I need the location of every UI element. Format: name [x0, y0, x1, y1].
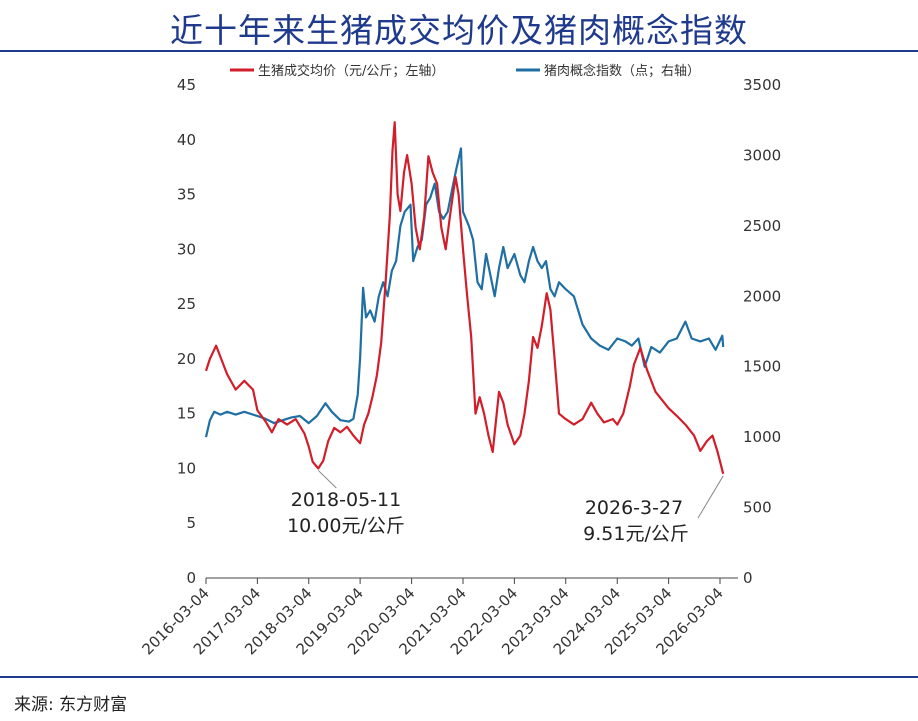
chart-legend: 生猪成交均价（元/公斤；左轴） 猪肉概念指数（点；右轴）	[230, 63, 700, 79]
y-left-tick-label: 5	[186, 514, 196, 532]
annotation-date-2026: 2026-3-27	[585, 497, 683, 519]
chart-lines	[204, 121, 725, 475]
y-left-tick-label: 15	[177, 405, 196, 423]
series-line-price	[204, 121, 725, 475]
chart-axes: 0 5 10 15 20 25 30 35 40 45 0 500 1000 1500 2000 2500 30…	[138, 76, 781, 658]
footer-divider	[0, 676, 918, 678]
y-right-tick-label: 3500	[743, 76, 781, 94]
annotation-leader	[697, 475, 724, 519]
y-right-tick-label: 1500	[743, 358, 781, 376]
y-right-tick-label: 500	[743, 499, 772, 517]
y-left-tick-label: 40	[177, 131, 196, 149]
y-left-tick-label: 30	[177, 240, 196, 258]
y-left-tick-label: 35	[177, 186, 196, 204]
annotation-date-2018: 2018-05-11	[291, 489, 401, 511]
page-title: 近十年来生猪成交均价及猪肉概念指数	[170, 11, 748, 50]
annotation-leader	[317, 470, 337, 489]
legend-label-price: 生猪成交均价（元/公斤；左轴）	[258, 63, 444, 79]
title-divider	[0, 50, 918, 52]
y-right-tick-label: 3000	[743, 146, 781, 164]
y-left-tick-label: 10	[177, 459, 196, 477]
y-right-tick-label: 0	[743, 569, 753, 587]
annotation-price-2026: 9.51元/公斤	[583, 523, 689, 545]
y-left-tick-label: 25	[177, 295, 196, 313]
y-left-tick-label: 0	[186, 569, 196, 587]
y-right-tick-label: 2000	[743, 287, 781, 305]
chart-annotations: 2018-05-11 10.00元/公斤 2026-3-27 9.51元/公斤	[287, 470, 724, 545]
legend-label-index: 猪肉概念指数（点；右轴）	[544, 63, 700, 79]
source-note: 来源: 东方财富	[14, 695, 128, 715]
y-left-tick-label: 45	[177, 76, 196, 94]
y-left-tick-label: 20	[177, 350, 196, 368]
annotation-price-2018: 10.00元/公斤	[287, 515, 405, 537]
y-right-tick-label: 1000	[743, 428, 781, 446]
series-line-index	[204, 147, 725, 438]
chart: 生猪成交均价（元/公斤；左轴） 猪肉概念指数（点；右轴） 0 5 10 15 20 25 3…	[138, 63, 781, 658]
y-right-tick-label: 2500	[743, 217, 781, 235]
